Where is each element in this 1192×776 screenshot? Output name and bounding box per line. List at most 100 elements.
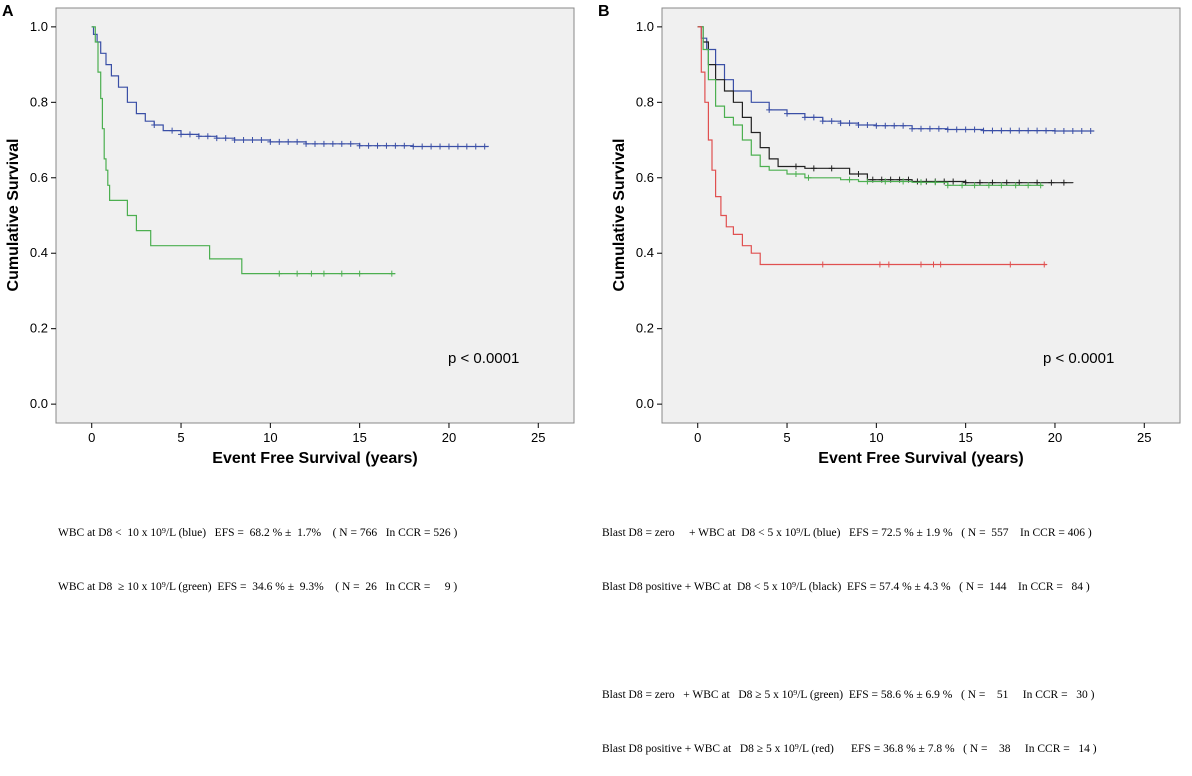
censor-mark-blue [1087,127,1094,134]
censor-mark-blue [285,138,292,145]
censor-mark-blue [240,137,247,144]
censor-mark-blue [312,140,318,147]
censor-mark-blue [392,142,399,149]
censor-mark-blue [294,138,301,145]
panel-b-y-axis-title: Cumulative Survival [611,139,628,292]
x-tick-label: 5 [783,430,790,445]
panel-b-legend-entry-green: Blast D8 = zero + WBC at D8 ≥ 5 x 10⁹/L … [602,689,1095,701]
censor-mark-black [810,165,817,172]
censor-mark-black [923,178,930,185]
censor-mark-blue [971,126,978,133]
censor-mark-black [828,165,835,172]
censor-mark-green [276,270,283,277]
panel-b-label: B [598,3,610,20]
censor-mark-blue [401,142,408,149]
panel-b-plot-area [661,7,1181,424]
x-tick-label: 15 [352,430,366,445]
censor-mark-blue [909,125,916,132]
panel-b-x-axis-title: Event Free Survival (years) [818,450,1023,467]
series-line-green [91,26,396,275]
censor-mark-blue [801,114,808,121]
panel-a-p-value: p < 0.0001 [448,350,519,367]
censor-mark-blue [437,143,444,150]
y-tick-label: 0.2 [636,321,654,336]
panel-b-series [697,26,1095,268]
censor-mark-blue [980,127,987,134]
censor-mark-blue [1025,127,1032,134]
censor-mark-green [1037,182,1044,189]
censor-mark-blue [1007,127,1014,134]
censor-mark-blue [383,142,390,149]
censor-mark-black [976,179,983,186]
panel-a-legend: WBC at D8 < 10 x 10⁹/L (blue) EFS = 68.2… [58,488,457,614]
y-tick-label: 0.6 [636,170,654,185]
panel-b-legend-entry-red: Blast D8 positive + WBC at D8 ≥ 5 x 10⁹/… [602,743,1097,755]
series-line-black [697,26,1074,184]
censor-mark-blue [864,121,871,128]
x-tick-label: 25 [1137,430,1151,445]
censor-mark-blue [918,125,924,132]
censor-mark-blue [419,143,426,150]
y-tick-label: 0.4 [30,245,48,260]
censor-mark-blue [276,138,283,145]
censor-mark-green [1025,182,1032,189]
censor-mark-blue [855,121,862,128]
censor-mark-blue [819,118,826,125]
censor-mark-blue [374,142,381,149]
censor-mark-blue [935,125,942,132]
censor-mark-blue [1069,127,1076,134]
y-tick-label: 0.2 [30,321,48,336]
censor-mark-blue [953,126,960,133]
panel-a-series [91,26,489,277]
censor-mark-green [932,179,939,186]
y-tick-label: 0.4 [636,245,654,260]
censor-mark-red [1007,261,1014,268]
censor-mark-blue [1043,127,1050,134]
panel-b-legend: Blast D8 = zero + WBC at D8 < 5 x 10⁹/L … [602,488,1097,776]
censor-mark-blue [962,126,969,133]
panel-a-legend-entry-blue: WBC at D8 < 10 x 10⁹/L (blue) EFS = 68.2… [58,527,458,539]
censor-mark-red [1041,261,1048,268]
x-tick-label: 25 [531,430,545,445]
censor-mark-green [985,182,992,189]
censor-mark-green [918,179,924,186]
censor-mark-black [914,178,921,185]
censor-mark-blue [900,122,907,129]
censor-mark-blue [454,143,461,150]
censor-mark-black [941,178,948,185]
y-tick-label: 0.0 [30,396,48,411]
y-tick-label: 0.8 [636,94,654,109]
censor-mark-blue [347,140,354,147]
censor-mark-red [885,261,892,268]
censor-mark-red [876,261,883,268]
censor-mark-black [962,179,969,186]
censor-mark-blue [873,122,880,129]
censor-mark-blue [195,133,202,140]
censor-mark-red [918,261,924,268]
censor-mark-red [937,261,944,268]
panel-b-legend-entry-black: Blast D8 positive + WBC at D8 < 5 x 10⁹/… [602,581,1090,593]
censor-mark-blue [231,137,238,144]
censor-mark-green [864,178,871,185]
censor-mark-blue [926,125,933,132]
censor-mark-blue [169,127,176,134]
censor-mark-blue [828,118,835,125]
panel-a-plot-area [55,7,575,424]
x-tick-label: 10 [263,430,277,445]
panel-a-label: A [2,3,14,20]
censor-mark-black [1060,179,1067,186]
censor-mark-blue [837,120,844,127]
censor-mark-black [792,163,799,170]
censor-mark-blue [1034,127,1041,134]
censor-mark-blue [944,126,951,133]
censor-mark-blue [204,133,211,140]
censor-mark-blue [891,122,898,129]
y-tick-label: 1.0 [30,19,48,34]
censor-mark-green [846,176,853,183]
censor-mark-black [1016,179,1023,186]
censor-mark-red [819,261,826,268]
panel-b-legend-entry-blue: Blast D8 = zero + WBC at D8 < 5 x 10⁹/L … [602,527,1092,539]
censor-mark-blue [151,121,158,128]
censor-mark-green [388,270,395,277]
censor-mark-blue [267,138,274,145]
